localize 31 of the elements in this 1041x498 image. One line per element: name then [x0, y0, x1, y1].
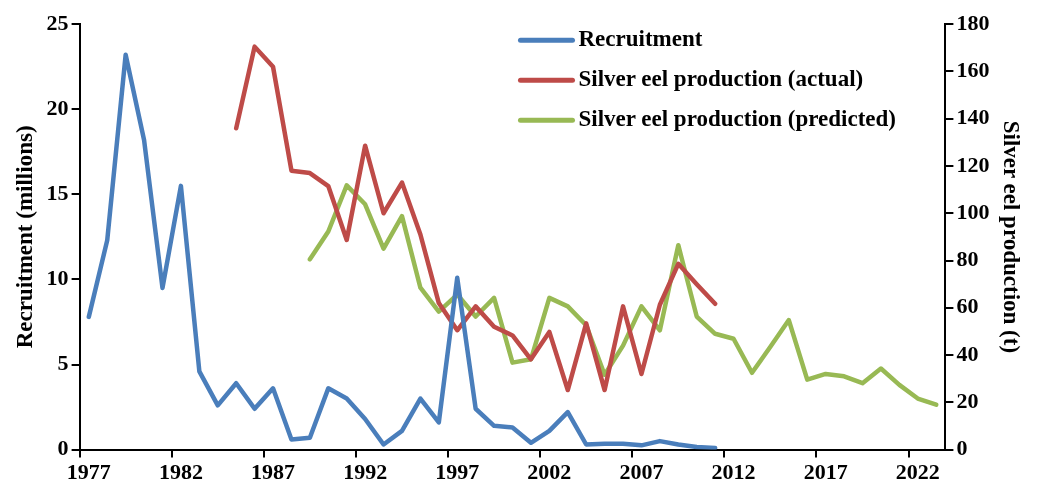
y-tick-label: 10: [46, 265, 69, 291]
y2-tick-label: 140: [956, 104, 990, 130]
y2-tick-label: 60: [956, 293, 979, 319]
y-tick-label: 20: [46, 94, 69, 120]
x-tick-label: 1997: [435, 459, 480, 485]
y2-tick-label: 80: [956, 246, 979, 272]
y-axis-title: Recruitment (millions): [11, 125, 37, 349]
y-tick-label: 25: [46, 9, 69, 35]
x-tick-label: 2007: [619, 459, 664, 485]
y-tick-label: 15: [46, 180, 69, 206]
y2-tick-label: 40: [956, 340, 979, 366]
x-tick-label: 1992: [343, 459, 388, 485]
legend-label: Silver eel production (predicted): [578, 106, 896, 132]
y2-tick-label: 160: [956, 57, 990, 83]
y2-tick-label: 180: [956, 9, 990, 35]
x-tick-label: 1977: [66, 459, 111, 485]
x-tick-label: 2012: [711, 459, 756, 485]
y2-tick-label: 120: [956, 151, 990, 177]
y2-tick-label: 0: [956, 435, 968, 461]
legend-label: Silver eel production (actual): [578, 66, 864, 92]
y2-tick-label: 100: [956, 198, 990, 224]
y2-tick-label: 20: [956, 388, 979, 414]
x-tick-label: 2022: [895, 459, 940, 485]
x-tick-label: 2002: [527, 459, 572, 485]
y-tick-label: 5: [57, 350, 69, 376]
x-tick-label: 1982: [158, 459, 203, 485]
legend-label: Recruitment: [578, 26, 703, 52]
y-tick-label: 0: [57, 435, 69, 461]
x-tick-label: 2017: [803, 459, 848, 485]
y2-axis-title: Silver eel production (t): [999, 120, 1025, 354]
x-tick-label: 1987: [251, 459, 296, 485]
